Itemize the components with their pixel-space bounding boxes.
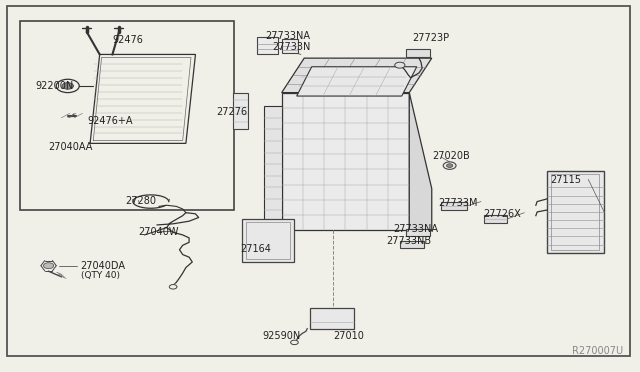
Bar — [400, 241, 424, 248]
Text: 27733M: 27733M — [438, 198, 477, 208]
Polygon shape — [282, 58, 432, 93]
Text: 92200N: 92200N — [36, 81, 74, 91]
Circle shape — [291, 340, 298, 344]
Text: 27723P: 27723P — [413, 33, 450, 43]
Bar — [242, 219, 294, 262]
Text: 27726X: 27726X — [483, 209, 520, 219]
Text: 27733NB: 27733NB — [386, 236, 431, 246]
Polygon shape — [297, 67, 417, 96]
Bar — [547, 171, 604, 253]
Circle shape — [44, 263, 54, 269]
Text: 92590N: 92590N — [262, 331, 301, 341]
Bar — [406, 229, 431, 236]
Circle shape — [62, 83, 74, 89]
Text: 27040W: 27040W — [138, 227, 179, 237]
Text: 27020B: 27020B — [432, 151, 470, 161]
Text: 92476: 92476 — [113, 35, 143, 45]
Circle shape — [56, 79, 79, 93]
Circle shape — [447, 164, 453, 167]
Text: 27115: 27115 — [550, 176, 581, 185]
Text: 27276: 27276 — [216, 107, 248, 117]
Bar — [484, 215, 507, 223]
Polygon shape — [264, 106, 282, 222]
Bar — [406, 49, 431, 57]
Polygon shape — [90, 54, 195, 143]
Text: 27733N: 27733N — [272, 42, 310, 52]
Circle shape — [395, 62, 405, 68]
Text: R270007U: R270007U — [572, 346, 623, 356]
Bar — [257, 37, 278, 54]
Text: 27280: 27280 — [125, 196, 156, 206]
Bar — [20, 21, 234, 210]
Bar — [310, 308, 354, 329]
Circle shape — [444, 162, 456, 169]
Text: 27733NA: 27733NA — [394, 224, 438, 234]
Text: 27040DA: 27040DA — [81, 261, 125, 271]
Bar — [232, 93, 248, 129]
Polygon shape — [409, 93, 432, 231]
Text: 27040AA: 27040AA — [49, 142, 93, 152]
Polygon shape — [282, 93, 409, 231]
Text: 92476+A: 92476+A — [87, 116, 132, 126]
Bar — [246, 222, 290, 259]
Circle shape — [170, 285, 177, 289]
Bar — [282, 39, 298, 53]
Text: (QTY 40): (QTY 40) — [81, 271, 120, 280]
Text: 27164: 27164 — [240, 244, 271, 254]
Bar — [551, 174, 599, 250]
Text: 27010: 27010 — [333, 331, 364, 341]
Text: 27733NA: 27733NA — [266, 31, 310, 41]
Bar — [442, 202, 467, 210]
